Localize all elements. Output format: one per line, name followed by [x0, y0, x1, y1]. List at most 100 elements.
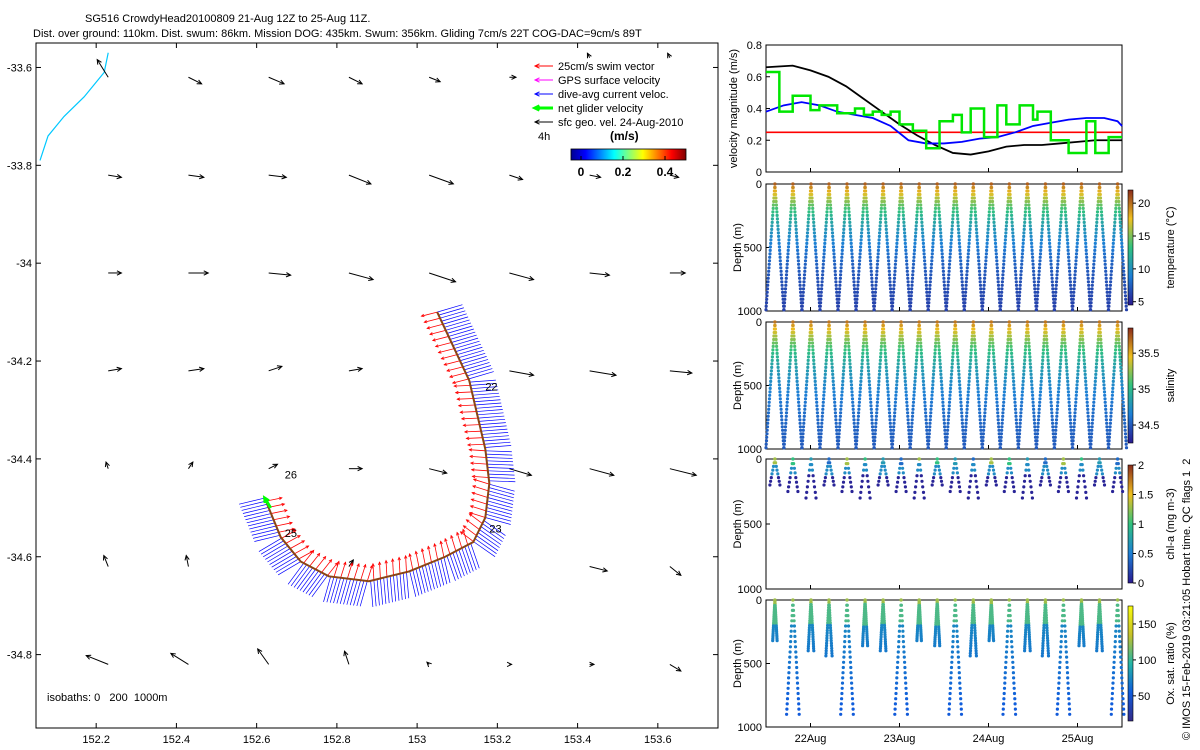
- section-point: [1067, 259, 1071, 263]
- section-point: [916, 203, 920, 207]
- cbar-tick-label: 0.2: [615, 165, 632, 179]
- section-point: [955, 634, 959, 639]
- section-point: [1041, 646, 1045, 650]
- section-point: [806, 355, 811, 359]
- section-point: [986, 227, 990, 231]
- section-point: [928, 280, 932, 284]
- section-point: [1007, 320, 1011, 324]
- section-point: [1010, 224, 1014, 228]
- section-point: [1019, 414, 1023, 418]
- section-point: [984, 397, 988, 401]
- section-point: [923, 407, 928, 411]
- section-point: [964, 425, 968, 429]
- section-point: [769, 479, 773, 483]
- section-point: [1078, 341, 1082, 345]
- section-point: [1028, 358, 1032, 362]
- section-point: [1101, 227, 1105, 231]
- section-point: [1001, 407, 1005, 411]
- dac-vector: [487, 500, 513, 509]
- section-point: [1024, 619, 1028, 623]
- section-point: [837, 432, 841, 436]
- section-point: [810, 337, 814, 342]
- section-point: [948, 686, 953, 690]
- section-point: [1091, 414, 1095, 418]
- section-point: [847, 206, 851, 210]
- section-point: [979, 428, 983, 432]
- section-point: [974, 220, 978, 224]
- section-point: [833, 269, 837, 273]
- section-point: [864, 189, 868, 193]
- section-point: [1067, 697, 1071, 701]
- geo-vector: [428, 174, 455, 185]
- section-point: [848, 660, 853, 664]
- section-point: [1116, 182, 1120, 186]
- section-point: [858, 386, 863, 390]
- section-point: [811, 213, 815, 217]
- dac-vector: [308, 573, 325, 596]
- section-point: [786, 248, 790, 252]
- section-point: [1114, 203, 1118, 207]
- section-point: [1054, 421, 1058, 425]
- section-point: [849, 376, 853, 380]
- section-point: [844, 624, 848, 628]
- section-point: [851, 266, 855, 270]
- section-point: [1066, 485, 1070, 489]
- section-point: [925, 290, 929, 294]
- section-point: [930, 386, 935, 390]
- section-point: [792, 203, 797, 207]
- section-point: [1056, 255, 1060, 259]
- section-point: [1047, 238, 1051, 242]
- section-point: [810, 619, 814, 623]
- section-point: [1084, 490, 1088, 494]
- section-point: [957, 660, 961, 664]
- section-point: [1063, 629, 1067, 633]
- geo-vector-head: [272, 463, 279, 469]
- section-point: [849, 241, 853, 245]
- section-point: [1060, 466, 1064, 470]
- section-point: [1033, 421, 1037, 425]
- section-point: [804, 252, 808, 256]
- section-point: [896, 369, 900, 373]
- section-point: [786, 686, 790, 690]
- swim-vector: [463, 430, 482, 434]
- section-point: [1094, 369, 1098, 373]
- section-point: [792, 196, 796, 200]
- section-point: [855, 428, 860, 432]
- swim-vector-shaft: [457, 398, 474, 400]
- section-point: [874, 280, 878, 284]
- section-point: [856, 283, 860, 287]
- section-point: [859, 245, 863, 249]
- section-point: [827, 323, 831, 328]
- section-point: [987, 348, 991, 352]
- section-point: [987, 351, 991, 355]
- section-point: [1081, 210, 1086, 214]
- section-point: [1022, 231, 1026, 235]
- section-point: [1074, 397, 1078, 401]
- section-point: [806, 362, 810, 366]
- section-point: [845, 598, 849, 602]
- geo-vector: [426, 661, 432, 668]
- section-point: [931, 241, 935, 245]
- section-point: [1030, 379, 1034, 383]
- section-ytick-label: 0: [756, 179, 762, 191]
- geo-vector-head: [608, 471, 615, 477]
- section-point: [823, 376, 827, 380]
- section-point: [766, 411, 771, 415]
- section-point: [810, 334, 814, 338]
- section-point: [1037, 407, 1041, 411]
- geo-vector-shaft: [268, 272, 291, 276]
- section-point: [866, 227, 870, 231]
- dac-vector: [250, 525, 277, 533]
- section-point: [1005, 213, 1009, 217]
- section-point: [1121, 702, 1125, 706]
- section-point: [884, 224, 888, 228]
- section-point: [841, 379, 845, 383]
- section-point: [1010, 362, 1014, 366]
- section-point: [1048, 390, 1052, 394]
- section-point: [1059, 358, 1063, 362]
- section-point: [932, 362, 936, 366]
- section-ytick-label: 500: [744, 381, 762, 393]
- section-point: [778, 386, 782, 390]
- section-point: [880, 621, 884, 625]
- section-point: [947, 266, 951, 270]
